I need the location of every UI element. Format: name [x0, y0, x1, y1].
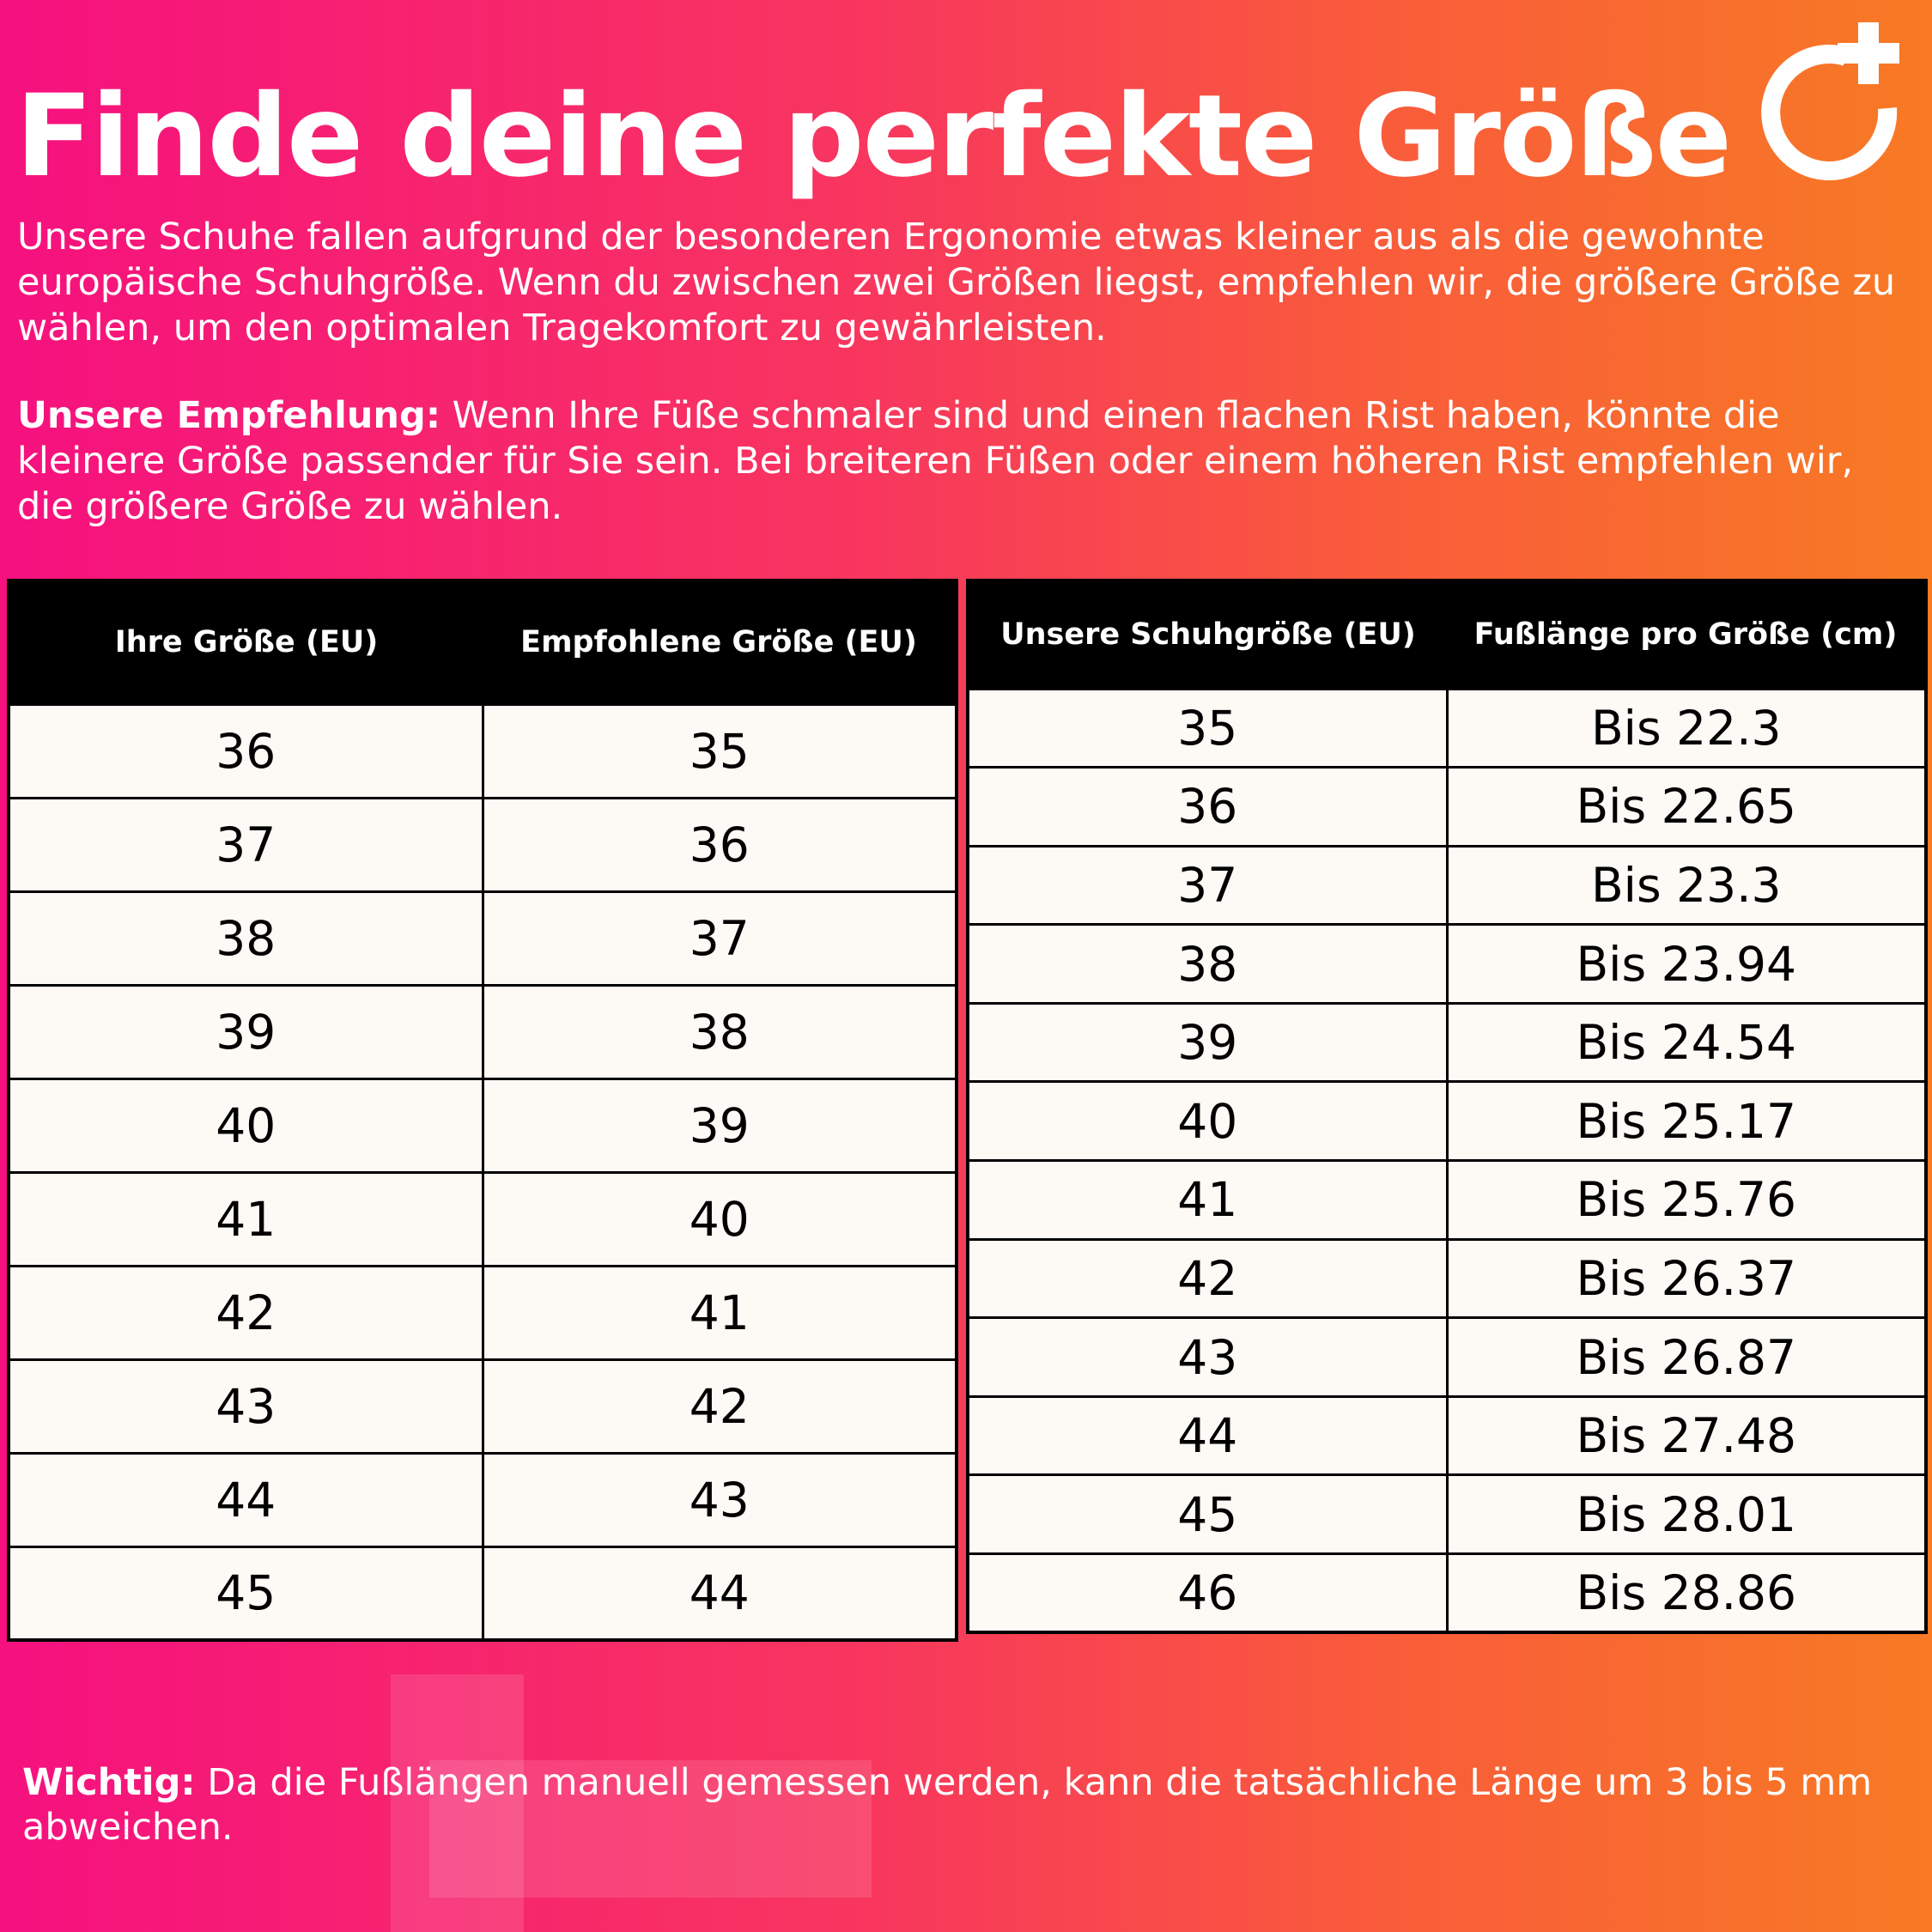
column-header: Empfohlene Größe (EU) [483, 580, 957, 704]
note-body: Da die Fußlängen manuell gemessen werden… [22, 1761, 1873, 1849]
important-note: Wichtig: Da die Fußlängen manuell gemess… [22, 1760, 1911, 1850]
table-row: 44 43 [7, 1451, 958, 1548]
table-cell: 44 [966, 1394, 1449, 1477]
table-row: 40 39 [7, 1077, 958, 1174]
table-cell: Bis 22.65 [1445, 766, 1928, 848]
table-row: 35 Bis 22.3 [966, 687, 1928, 769]
table-cell: Bis 26.37 [1445, 1237, 1928, 1320]
table-cell: 35 [481, 702, 958, 799]
table-cell: 40 [966, 1080, 1449, 1163]
table-cell: 45 [966, 1473, 1449, 1556]
size-recommendation-table: Ihre Größe (EU) Empfohlene Größe (EU) 36 3… [7, 579, 958, 1642]
table-row: 36 Bis 22.65 [966, 766, 1928, 848]
table-cell: 42 [966, 1237, 1449, 1320]
table-cell: 41 [966, 1159, 1449, 1241]
table-row: 38 37 [7, 890, 958, 987]
table-row: 46 Bis 28.86 [966, 1552, 1928, 1634]
table-row: 44 Bis 27.48 [966, 1394, 1928, 1477]
table-cell: 41 [481, 1264, 958, 1361]
note-label: Wichtig: [22, 1761, 196, 1804]
table-cell: 38 [7, 890, 484, 987]
table-cell: 43 [7, 1358, 484, 1455]
table-cell: Bis 28.01 [1445, 1473, 1928, 1556]
table-cell: Bis 26.87 [1445, 1316, 1928, 1398]
column-header: Unsere Schuhgröße (EU) [968, 580, 1447, 689]
table-cell: 46 [966, 1552, 1449, 1634]
recommendation-label: Unsere Empfehlung: [17, 394, 441, 437]
table-cell: 38 [481, 983, 958, 1080]
table-cell: Bis 24.54 [1445, 1001, 1928, 1084]
table-cell: 44 [7, 1451, 484, 1548]
table-cell: 43 [966, 1316, 1449, 1398]
table-row: 40 Bis 25.17 [966, 1080, 1928, 1163]
table-row: 45 Bis 28.01 [966, 1473, 1928, 1556]
column-header: Ihre Größe (EU) [9, 580, 483, 704]
table-cell: 37 [7, 796, 484, 893]
table-cell: 40 [481, 1170, 958, 1267]
table-cell: 38 [966, 923, 1449, 1005]
table-row: 43 42 [7, 1358, 958, 1455]
table-row: 41 40 [7, 1170, 958, 1267]
table-cell: Bis 27.48 [1445, 1394, 1928, 1477]
table-cell: 41 [7, 1170, 484, 1267]
table-cell: 36 [481, 796, 958, 893]
table-cell: 42 [481, 1358, 958, 1455]
table-cell: 42 [7, 1264, 484, 1361]
watermark-shape [391, 1674, 524, 1932]
table-cell: Bis 23.94 [1445, 923, 1928, 1005]
table-row: 43 Bis 26.87 [966, 1316, 1928, 1398]
table-row: 42 41 [7, 1264, 958, 1361]
intro-text: Unsere Schuhe fallen aufgrund der besond… [17, 216, 1896, 349]
circle-plus-logo-icon [1761, 22, 1899, 180]
table-cell: Bis 25.76 [1445, 1159, 1928, 1241]
table-cell: 37 [481, 890, 958, 987]
table-row: 36 35 [7, 702, 958, 799]
table-cell: Bis 22.3 [1445, 687, 1928, 769]
recommendation-body: Wenn Ihre Füße schmaler sind und einen f… [17, 394, 1854, 528]
table-cell: 36 [7, 702, 484, 799]
table-cell: 43 [481, 1451, 958, 1548]
table-row: 39 Bis 24.54 [966, 1001, 1928, 1084]
table-row: 41 Bis 25.76 [966, 1159, 1928, 1241]
page-title: Finde deine perfekte Größe [15, 70, 1732, 203]
watermark-shape [429, 1760, 872, 1898]
table-cell: 39 [481, 1077, 958, 1174]
table-row: 45 44 [7, 1545, 958, 1642]
table-cell: 44 [481, 1545, 958, 1642]
table-row: 39 38 [7, 983, 958, 1080]
table-cell: Bis 25.17 [1445, 1080, 1928, 1163]
table-cell: Bis 28.86 [1445, 1552, 1928, 1634]
table-cell: Bis 23.3 [1445, 844, 1928, 927]
table-row: 38 Bis 23.94 [966, 923, 1928, 1005]
table-cell: 39 [7, 983, 484, 1080]
table-cell: 37 [966, 844, 1449, 927]
column-header: Fußlänge pro Größe (cm) [1447, 580, 1926, 689]
table-row: 37 Bis 23.3 [966, 844, 1928, 927]
table-row: 42 Bis 26.37 [966, 1237, 1928, 1320]
foot-length-table: Unsere Schuhgröße (EU) Fußlänge pro Größe… [966, 579, 1928, 1635]
table-cell: 35 [966, 687, 1449, 769]
table-cell: 40 [7, 1077, 484, 1174]
recommendation-text: Unsere Empfehlung: Wenn Ihre Füße schmal… [17, 393, 1919, 530]
table-cell: 39 [966, 1001, 1449, 1084]
table-cell: 45 [7, 1545, 484, 1642]
table-cell: 36 [966, 766, 1449, 848]
table-row: 37 36 [7, 796, 958, 893]
